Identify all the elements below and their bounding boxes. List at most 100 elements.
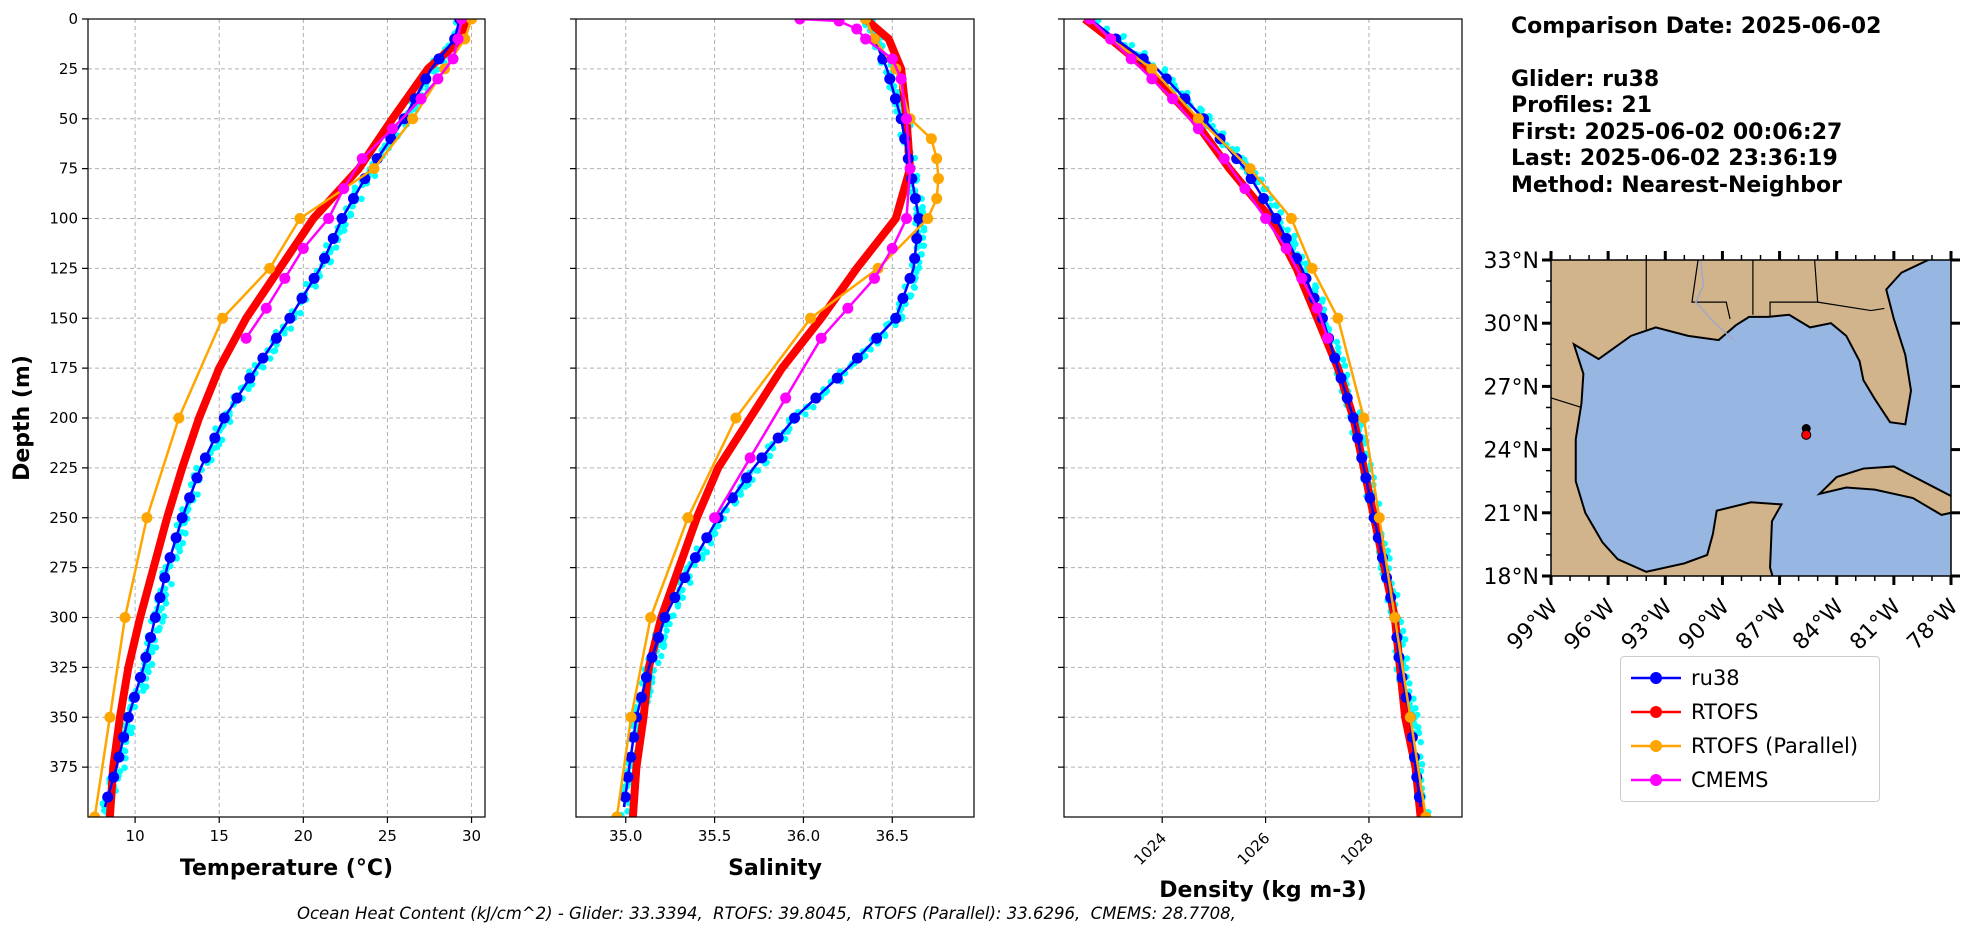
series-point-ru38 bbox=[851, 352, 863, 364]
series-point-rtofs-parallel- bbox=[922, 213, 934, 224]
glider-raw-point bbox=[1339, 356, 1347, 363]
series-line-ru38 bbox=[1089, 19, 1422, 808]
series-point-ru38 bbox=[433, 53, 445, 65]
series-point-rtofs-parallel- bbox=[1389, 612, 1401, 623]
glider-raw-point bbox=[287, 325, 295, 332]
series-point-cmems bbox=[851, 23, 863, 35]
series-point-cmems bbox=[815, 332, 827, 344]
glider-name: Glider: ru38 bbox=[1511, 66, 1660, 92]
series-point-cmems bbox=[1192, 123, 1204, 135]
series-point-cmems bbox=[279, 272, 291, 284]
legend-item-ru38: ru38 bbox=[1631, 663, 1740, 693]
series-point-cmems bbox=[415, 93, 427, 105]
series-point-cmems bbox=[900, 213, 912, 224]
series-point-rtofs-parallel- bbox=[104, 711, 116, 723]
series-point-ru38 bbox=[772, 432, 784, 444]
glider-raw-point bbox=[215, 441, 223, 448]
glider-raw-point bbox=[267, 355, 274, 362]
series-point-cmems bbox=[900, 113, 912, 125]
glider-raw-point bbox=[1161, 66, 1169, 73]
series-point-rtofs-parallel- bbox=[294, 213, 306, 224]
series-point-ru38 bbox=[327, 232, 339, 244]
glider-raw-point bbox=[100, 807, 108, 814]
y-tick-label: 125 bbox=[49, 259, 78, 277]
series-point-cmems bbox=[1311, 302, 1323, 314]
y-tick-label: 25 bbox=[59, 60, 78, 78]
series-point-cmems bbox=[1084, 19, 1096, 25]
glider-raw-point bbox=[347, 210, 354, 217]
series-point-ru38 bbox=[118, 731, 130, 743]
map-lon-label: 84°W bbox=[1788, 594, 1849, 655]
series-point-rtofs-parallel- bbox=[89, 811, 101, 817]
series-point-rtofs-parallel- bbox=[925, 133, 937, 145]
map-lon-label: 99°W bbox=[1503, 594, 1564, 655]
series-point-ru38 bbox=[159, 572, 171, 584]
x-tick-label: 1028 bbox=[1337, 829, 1377, 869]
series-point-rtofs-parallel- bbox=[1358, 412, 1370, 424]
series-point-ru38 bbox=[113, 751, 125, 763]
salinity-panel: 35.0 35.5 36.0 36.5 Salinity bbox=[570, 18, 975, 881]
series-point-rtofs-parallel- bbox=[1420, 811, 1432, 817]
map-frame bbox=[1550, 259, 1952, 577]
series-point-ru38 bbox=[257, 352, 269, 364]
series-point-rtofs-parallel- bbox=[1244, 163, 1256, 175]
state-border bbox=[1551, 397, 1582, 409]
series-point-ru38 bbox=[689, 552, 701, 564]
x-tick-label: 36.0 bbox=[787, 827, 820, 845]
glider-raw-point bbox=[810, 404, 817, 411]
glider-raw-point bbox=[1412, 723, 1420, 730]
series-point-rtofs-parallel- bbox=[931, 193, 943, 205]
series-point-ru38 bbox=[1258, 193, 1270, 205]
series-point-rtofs-parallel- bbox=[869, 33, 880, 45]
glider-raw-point bbox=[128, 729, 135, 737]
series-point-rtofs-parallel- bbox=[932, 173, 944, 185]
series-point-ru38 bbox=[669, 592, 681, 604]
glider-raw-point bbox=[742, 483, 749, 490]
legend-item-rtofs-parallel: RTOFS (Parallel) bbox=[1631, 731, 1858, 761]
series-point-ru38 bbox=[789, 412, 801, 424]
y-tick-label: 200 bbox=[49, 409, 78, 427]
legend: ru38 RTOFS RTOFS (Parallel) CMEMS bbox=[1620, 656, 1880, 802]
series-line-ru38 bbox=[103, 19, 461, 808]
series-point-cmems bbox=[455, 19, 467, 25]
series-point-ru38 bbox=[170, 532, 182, 544]
glider-raw-point bbox=[920, 242, 928, 249]
series-point-cmems bbox=[323, 213, 335, 224]
series-point-cmems bbox=[1105, 33, 1117, 45]
series-point-cmems bbox=[1322, 332, 1334, 344]
series-point-ru38 bbox=[191, 472, 203, 484]
series-point-ru38 bbox=[701, 532, 713, 544]
x-tick-label: 1026 bbox=[1234, 829, 1274, 869]
glider-raw-point bbox=[1319, 298, 1326, 305]
profile-count: Profiles: 21 bbox=[1511, 93, 1653, 118]
series-point-ru38 bbox=[1270, 213, 1282, 224]
series-point-ru38 bbox=[284, 312, 296, 324]
legend-label-ru38: ru38 bbox=[1691, 666, 1740, 690]
glider-raw-point bbox=[371, 172, 379, 180]
map-lon-label: 81°W bbox=[1845, 594, 1906, 655]
series-point-ru38 bbox=[619, 791, 631, 803]
x-tick-label: 15 bbox=[210, 827, 229, 845]
series-point-rtofs-parallel- bbox=[611, 811, 623, 817]
series-point-rtofs-parallel- bbox=[119, 612, 131, 623]
glider-raw-point bbox=[155, 626, 163, 634]
glider-raw-point bbox=[176, 544, 183, 551]
series-point-cmems bbox=[886, 242, 898, 254]
series-point-cmems bbox=[794, 19, 806, 25]
map-lat-label: 27°N bbox=[1484, 375, 1539, 400]
glider-raw-point bbox=[920, 227, 928, 234]
glider-raw-point bbox=[193, 464, 200, 472]
glider-raw-point bbox=[624, 808, 631, 815]
glider-raw-point bbox=[1334, 344, 1342, 351]
series-point-cmems bbox=[356, 153, 368, 165]
series-point-ru38 bbox=[134, 671, 146, 683]
map-lon-label: 90°W bbox=[1674, 594, 1735, 655]
legend-item-cmems: CMEMS bbox=[1631, 765, 1769, 795]
series-point-ru38 bbox=[640, 671, 652, 683]
glider-raw-point bbox=[1341, 362, 1349, 369]
legend-swatch-ru38 bbox=[1631, 672, 1681, 684]
series-point-rtofs-parallel- bbox=[805, 312, 817, 324]
glider-raw-point bbox=[1399, 627, 1407, 635]
series-point-cmems bbox=[1296, 272, 1308, 284]
map-lat-label: 18°N bbox=[1484, 565, 1539, 590]
